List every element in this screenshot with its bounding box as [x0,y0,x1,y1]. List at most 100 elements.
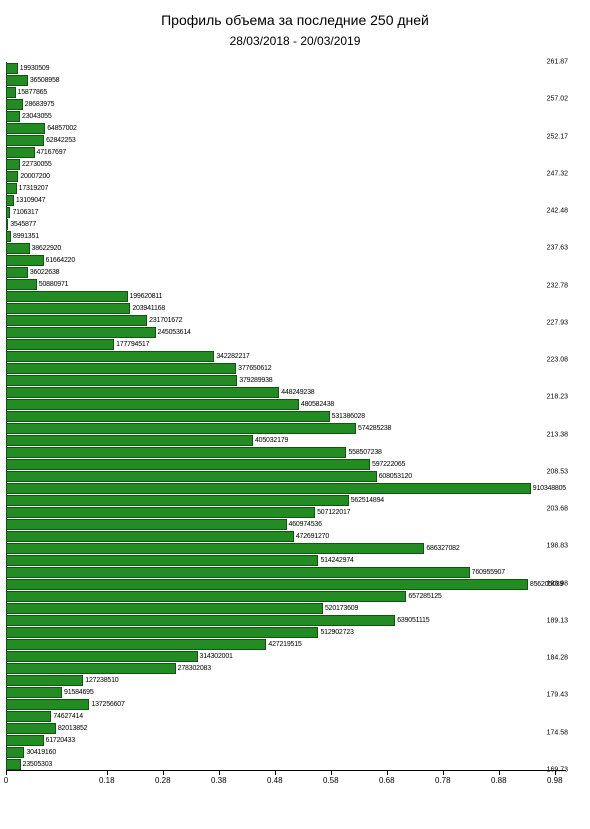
bar-row: 379289938 [6,374,566,386]
bar [6,555,318,566]
bar-row: 20007200 [6,170,566,182]
bar [6,531,294,542]
bar-row: 36508958 [6,74,566,86]
bar-value-label: 13109047 [16,197,46,204]
bar-value-label: 19930509 [20,65,50,72]
bar-value-label: 460974536 [289,521,322,528]
bar [6,327,156,338]
bar-row: 856205039 [6,578,566,590]
bar-value-label: 3545877 [10,221,36,228]
bar-row: 22730055 [6,158,566,170]
bar-row: 760955907 [6,566,566,578]
bar [6,387,279,398]
bar-row: 507122017 [6,506,566,518]
bar-row: 64857002 [6,122,566,134]
bar-row: 531386028 [6,410,566,422]
bar [6,651,198,662]
bar [6,171,18,182]
bar-value-label: 448249238 [281,389,314,396]
bar-row: 608053120 [6,470,566,482]
bar-row: 377650612 [6,362,566,374]
bar-value-label: 47167697 [37,149,67,156]
bar-value-label: 22730055 [22,161,52,168]
bar-value-label: 507122017 [317,509,350,516]
bar-value-label: 8991351 [13,233,39,240]
bar [6,231,11,242]
bar [6,279,37,290]
bar [6,579,528,590]
chart-container: Профиль объема за последние 250 дней 28/… [0,0,590,806]
bar-row: 405032179 [6,434,566,446]
bar-row: 245053614 [6,326,566,338]
bar [6,459,370,470]
bar-value-label: 558507238 [348,449,381,456]
x-axis-label: 0 [4,776,8,785]
chart-title: Профиль объема за последние 250 дней [0,12,590,28]
chart-plot-area: 261.87257.02252.17247.32242.48237.63232.… [6,62,566,786]
bar-value-label: 531386028 [332,413,365,420]
bar-row: 910348805 [6,482,566,494]
bar-row: 30419160 [6,746,566,758]
bar-value-label: 64857002 [47,125,77,132]
bar-value-label: 82013852 [58,725,88,732]
bar [6,159,20,170]
bar-value-label: 608053120 [379,473,412,480]
bar [6,519,287,530]
bar [6,711,51,722]
x-axis-label: 0.48 [267,776,283,785]
bar [6,339,114,350]
x-axis-label: 0.68 [379,776,395,785]
bar-value-label: 856205039 [530,581,563,588]
bar-value-label: 62842253 [46,137,76,144]
bar [6,111,20,122]
bar-row: 19930509 [6,62,566,74]
bar-value-label: 127238510 [85,677,118,684]
bar [6,195,14,206]
bar-row: 137256607 [6,698,566,710]
bar-row: 597222065 [6,458,566,470]
bar [6,615,395,626]
bar-value-label: 657285125 [408,593,441,600]
bar-value-label: 278302083 [178,665,211,672]
bar [6,207,10,218]
bar [6,567,470,578]
bar-row: 7106317 [6,206,566,218]
bar [6,603,323,614]
bar [6,759,21,770]
bar-row: 480582438 [6,398,566,410]
x-axis-label: 0.88 [491,776,507,785]
bar-value-label: 314302001 [200,653,233,660]
bar-value-label: 910348805 [533,485,566,492]
bar-value-label: 597222065 [372,461,405,468]
bar [6,375,237,386]
bars-region: 261.87257.02252.17247.32242.48237.63232.… [6,62,566,771]
bar-row: 342282217 [6,350,566,362]
bar-value-label: 30419160 [26,749,56,756]
bar-row: 231701672 [6,314,566,326]
bar [6,483,531,494]
bar-row: 460974536 [6,518,566,530]
x-axis-label: 0.18 [99,776,115,785]
bar-value-label: 17319207 [19,185,49,192]
bar [6,639,266,650]
bar-row: 23505303 [6,758,566,770]
bar [6,423,356,434]
bar-value-label: 36022638 [30,269,60,276]
bar-value-label: 50880971 [39,281,69,288]
bar-value-label: 36508958 [30,77,60,84]
bar-row: 472691270 [6,530,566,542]
bar [6,507,315,518]
bar [6,723,56,734]
bar-value-label: 61720433 [46,737,76,744]
bar-row: 177794517 [6,338,566,350]
bar-value-label: 427219515 [268,641,301,648]
bar [6,351,214,362]
bar-row: 657285125 [6,590,566,602]
bar-row: 558507238 [6,446,566,458]
bar-row: 47167697 [6,146,566,158]
bar-row: 520173609 [6,602,566,614]
bar-row: 8991351 [6,230,566,242]
bar [6,735,44,746]
bar-row: 574285238 [6,422,566,434]
bar [6,747,24,758]
